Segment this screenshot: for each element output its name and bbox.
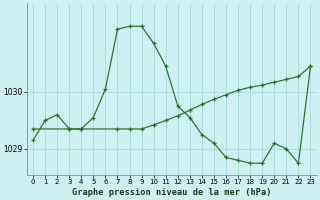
X-axis label: Graphe pression niveau de la mer (hPa): Graphe pression niveau de la mer (hPa) [72,188,272,197]
